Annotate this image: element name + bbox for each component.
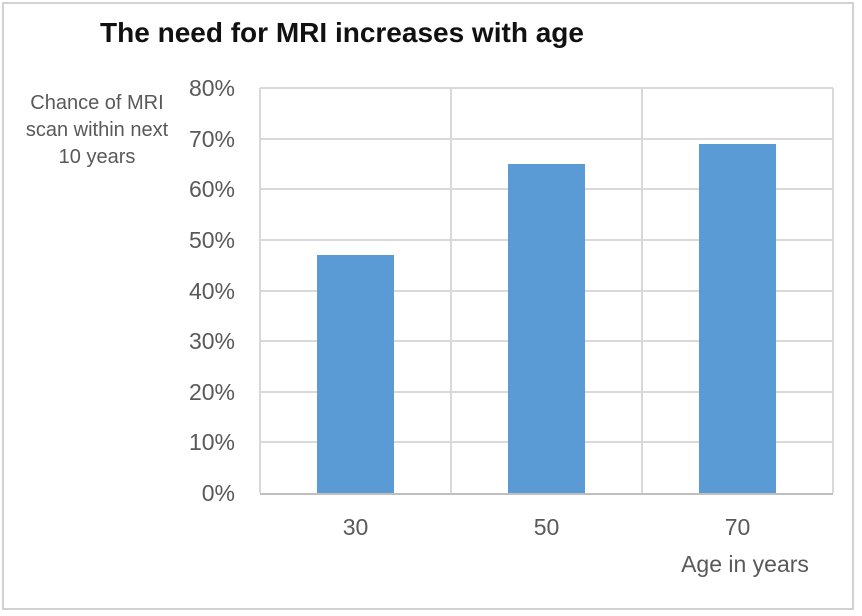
y-axis-title-line-1: Chance of MRI (30, 92, 164, 114)
h-gridline-80% (260, 87, 833, 89)
y-tick-label-40%: 40% (188, 277, 235, 304)
y-axis-title: Chance of MRI scan within next 10 years (7, 90, 187, 171)
y-axis-title-line-3: 10 years (58, 146, 136, 168)
y-tick-label-70%: 70% (188, 125, 235, 152)
y-tick-label-60%: 60% (188, 176, 235, 203)
x-tick-label-70: 70 (724, 514, 751, 540)
bar-age-30 (317, 255, 394, 493)
v-gridline-3 (832, 88, 834, 493)
v-gridline-1 (450, 88, 452, 493)
v-gridline-2 (641, 88, 643, 493)
chart-title: The need for MRI increases with age (100, 17, 584, 48)
y-tick-label-10%: 10% (188, 429, 235, 456)
y-axis-title-line-2: scan within next (25, 119, 169, 141)
h-gridline-70% (260, 137, 833, 140)
bar-age-50 (508, 163, 585, 493)
v-gridline-0 (259, 88, 261, 493)
x-tick-label-50: 50 (533, 514, 560, 540)
plot-area (259, 87, 834, 495)
y-tick-label-0%: 0% (201, 480, 235, 506)
y-tick-label-80%: 80% (188, 75, 235, 101)
y-tick-label-30%: 30% (188, 328, 235, 355)
bar-age-70 (699, 143, 776, 493)
x-tick-label-30: 30 (342, 514, 369, 540)
y-tick-label-50%: 50% (188, 226, 235, 253)
y-tick-label-20%: 20% (188, 378, 235, 405)
x-axis-title: Age in years (681, 551, 809, 577)
